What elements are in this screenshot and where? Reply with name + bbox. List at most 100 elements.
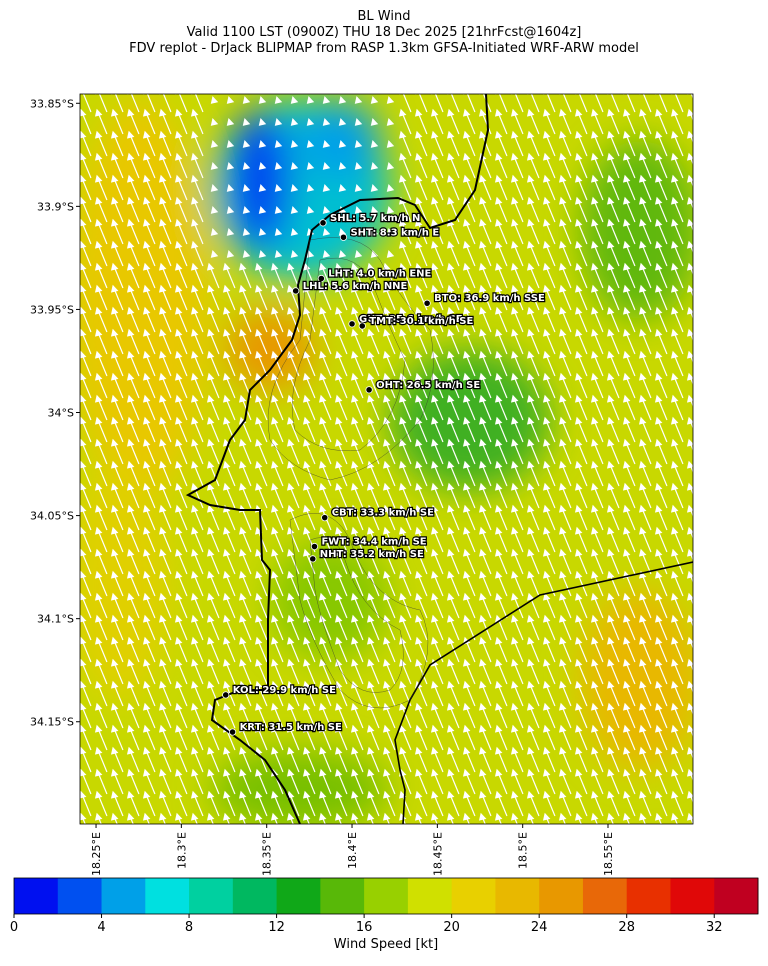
wind-arrow-head	[606, 570, 615, 579]
wind-arrow-head	[542, 394, 551, 403]
wind-arrow-head	[558, 394, 567, 403]
wind-arrow-head	[174, 482, 183, 491]
wind-arrow-head	[318, 768, 327, 777]
wind-arrow-head	[526, 526, 535, 535]
wind-arrow	[642, 94, 652, 113]
wind-arrow-head	[158, 702, 167, 711]
wind-arrow-head	[366, 328, 375, 337]
station-label: KOL: 29.9 km/h SE	[233, 685, 336, 696]
wind-arrow-head	[606, 460, 615, 469]
wind-arrow-head	[126, 174, 135, 183]
wind-arrow-head	[80, 812, 87, 821]
station-label: CBT: 33.3 km/h SE	[332, 508, 434, 519]
wind-arrow-head	[238, 592, 247, 601]
wind-arrow-head	[526, 702, 535, 711]
colorbar-swatch	[57, 878, 103, 914]
wind-arrow-head	[110, 746, 119, 755]
wind-arrow-head	[510, 702, 519, 711]
wind-arrow-head	[526, 218, 535, 227]
wind-arrow-head	[494, 548, 503, 557]
wind-arrow-head	[510, 790, 519, 799]
wind-arrow-head	[574, 284, 583, 293]
wind-arrow-head	[206, 790, 215, 799]
wind-arrow-head	[590, 152, 599, 161]
wind-arrow-head	[670, 658, 679, 667]
wind-arrow-head	[254, 350, 263, 359]
wind-arrow-head	[206, 328, 215, 337]
wind-arrow-head	[110, 196, 119, 205]
wind-arrow-head	[574, 108, 583, 117]
wind-arrow-head	[398, 306, 407, 315]
wind-arrow-head	[462, 350, 471, 359]
wind-arrow-head	[222, 680, 231, 689]
terrain-contours	[267, 237, 434, 709]
wind-arrow-head	[94, 306, 103, 315]
wind-arrow-head	[574, 218, 583, 227]
wind-arrow-head	[206, 746, 215, 755]
wind-arrow-head	[670, 636, 679, 645]
wind-arrow-head	[126, 724, 135, 733]
wind-arrow-head	[670, 548, 679, 557]
wind-arrow-head	[654, 548, 663, 557]
wind-arrow-head	[174, 284, 183, 293]
wind-arrow-head	[94, 790, 103, 799]
wind-arrow-head	[574, 328, 583, 337]
wind-arrow-head	[126, 570, 135, 579]
wind-arrow-head	[398, 438, 407, 447]
wind-arrow-head	[94, 702, 103, 711]
wind-arrow-head	[670, 174, 679, 183]
wind-arrow-head	[238, 790, 247, 799]
wind-arrow-head	[302, 372, 311, 381]
wind-arrow-head	[366, 372, 375, 381]
wind-arrow-head	[254, 724, 263, 733]
wind-arrow-head	[306, 139, 315, 148]
wind-arrow-head	[510, 746, 519, 755]
wind-arrow-head	[670, 482, 679, 491]
wind-arrow-head	[110, 350, 119, 359]
wind-arrow-head	[190, 614, 199, 623]
wind-arrow-head	[94, 350, 103, 359]
wind-arrow-head	[222, 482, 231, 491]
wind-arrow-head	[222, 460, 231, 469]
wind-arrow-head	[638, 438, 647, 447]
wind-arrow-head	[398, 724, 407, 733]
wind-arrow-head	[414, 350, 423, 359]
wind-arrow-head	[686, 306, 693, 315]
wind-arrow-head	[462, 416, 471, 425]
wind-arrow-head	[382, 526, 391, 535]
wind-arrow-head	[686, 284, 693, 293]
wind-arrow-head	[638, 548, 647, 557]
wind-arrow	[162, 94, 172, 113]
wind-arrow-head	[542, 460, 551, 469]
wind-arrow-head	[510, 394, 519, 403]
wind-arrow-head	[142, 702, 151, 711]
wind-arrow	[114, 94, 124, 113]
wind-arrow-head	[494, 174, 503, 183]
wind-arrow-head	[670, 394, 679, 403]
wind-arrow-head	[174, 790, 183, 799]
wind-arrow-head	[222, 328, 231, 337]
wind-arrow-head	[158, 284, 167, 293]
wind-arrow-head	[510, 526, 519, 535]
wind-arrow-head	[622, 240, 631, 249]
wind-arrow-head	[354, 183, 363, 192]
wind-arrow-head	[354, 95, 363, 104]
wind-arrow-head	[622, 218, 631, 227]
wind-arrow-head	[286, 658, 295, 667]
wind-arrow-head	[206, 460, 215, 469]
wind-arrow-head	[254, 636, 263, 645]
wind-arrow-head	[274, 227, 283, 236]
wind-arrow-head	[334, 636, 343, 645]
wind-arrow-head	[94, 438, 103, 447]
wind-arrow-head	[142, 130, 151, 139]
wind-arrow-head	[446, 130, 455, 139]
wind-arrow-head	[126, 702, 135, 711]
wind-arrow-head	[174, 130, 183, 139]
wind-arrow-head	[398, 504, 407, 513]
wind-arrow-head	[478, 702, 487, 711]
station-marker	[228, 728, 237, 736]
wind-arrow	[434, 94, 444, 113]
wind-arrow-head	[80, 306, 87, 315]
wind-arrow-head	[606, 416, 615, 425]
wind-arrow-head	[398, 108, 407, 117]
